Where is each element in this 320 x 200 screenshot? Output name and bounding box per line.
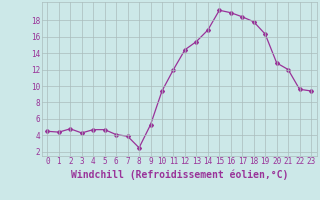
- X-axis label: Windchill (Refroidissement éolien,°C): Windchill (Refroidissement éolien,°C): [70, 169, 288, 180]
